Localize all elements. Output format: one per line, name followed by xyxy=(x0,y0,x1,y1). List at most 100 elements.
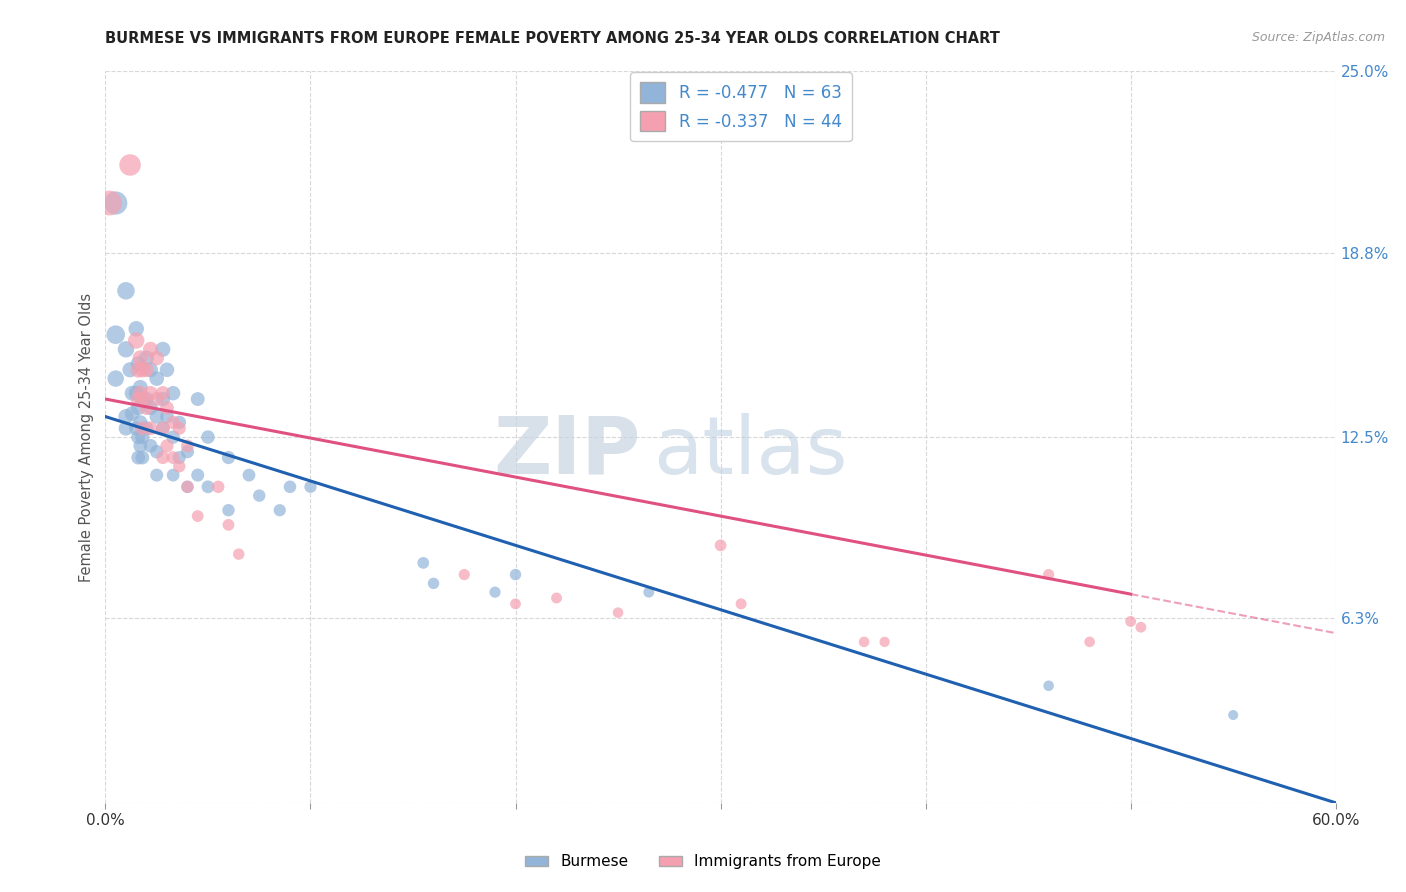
Point xyxy=(139,386,162,401)
Point xyxy=(1222,708,1244,723)
Point xyxy=(152,386,174,401)
Point xyxy=(115,409,138,424)
Point xyxy=(730,597,752,611)
Point xyxy=(187,392,209,406)
Point xyxy=(162,468,184,483)
Point xyxy=(176,480,198,494)
Point xyxy=(135,363,157,377)
Point xyxy=(120,158,141,172)
Point xyxy=(152,421,174,435)
Point xyxy=(162,450,184,465)
Point xyxy=(135,351,157,365)
Point xyxy=(145,409,167,424)
Point xyxy=(162,416,184,430)
Point xyxy=(453,567,475,582)
Point xyxy=(218,503,240,517)
Point xyxy=(139,343,162,357)
Point xyxy=(120,363,141,377)
Point xyxy=(139,421,162,435)
Point xyxy=(156,401,179,415)
Point xyxy=(121,386,143,401)
Point xyxy=(197,430,219,444)
Text: atlas: atlas xyxy=(652,413,848,491)
Point xyxy=(247,489,270,503)
Point xyxy=(115,284,138,298)
Point xyxy=(1078,635,1101,649)
Point xyxy=(127,363,149,377)
Point xyxy=(505,597,527,611)
Point xyxy=(139,363,162,377)
Text: Source: ZipAtlas.com: Source: ZipAtlas.com xyxy=(1251,31,1385,45)
Point xyxy=(125,421,148,435)
Point xyxy=(125,334,148,348)
Point xyxy=(169,459,191,474)
Y-axis label: Female Poverty Among 25-34 Year Olds: Female Poverty Among 25-34 Year Olds xyxy=(79,293,94,582)
Point xyxy=(152,421,174,435)
Point xyxy=(131,392,153,406)
Point xyxy=(129,439,152,453)
Point xyxy=(145,371,167,385)
Point xyxy=(145,444,167,458)
Point xyxy=(131,450,153,465)
Point xyxy=(1129,620,1152,634)
Point xyxy=(121,407,143,421)
Point xyxy=(104,196,127,211)
Point xyxy=(169,416,191,430)
Point xyxy=(1038,567,1060,582)
Point xyxy=(125,386,148,401)
Point xyxy=(546,591,568,605)
Point xyxy=(127,357,149,371)
Point xyxy=(127,450,149,465)
Point xyxy=(218,450,240,465)
Point xyxy=(129,380,152,394)
Point xyxy=(156,409,179,424)
Point xyxy=(238,468,260,483)
Point xyxy=(176,444,198,458)
Legend: R = -0.477   N = 63, R = -0.337   N = 44: R = -0.477 N = 63, R = -0.337 N = 44 xyxy=(630,72,852,141)
Point xyxy=(135,401,157,415)
Point xyxy=(131,363,153,377)
Point xyxy=(129,416,152,430)
Point xyxy=(127,392,149,406)
Point xyxy=(129,351,152,365)
Point xyxy=(710,538,733,552)
Point xyxy=(299,480,322,494)
Point xyxy=(125,322,148,336)
Point xyxy=(145,392,167,406)
Point xyxy=(115,421,138,435)
Point xyxy=(484,585,506,599)
Point xyxy=(104,371,127,385)
Point xyxy=(269,503,291,517)
Point xyxy=(135,392,157,406)
Legend: Burmese, Immigrants from Europe: Burmese, Immigrants from Europe xyxy=(519,848,887,875)
Point xyxy=(139,401,162,415)
Point xyxy=(422,576,444,591)
Point xyxy=(135,421,157,435)
Point xyxy=(131,392,153,406)
Point xyxy=(127,401,149,415)
Point xyxy=(176,439,198,453)
Point xyxy=(152,392,174,406)
Point xyxy=(278,480,301,494)
Point xyxy=(131,430,153,444)
Point xyxy=(228,547,250,561)
Point xyxy=(218,517,240,532)
Point xyxy=(853,635,876,649)
Point xyxy=(169,450,191,465)
Point xyxy=(152,450,174,465)
Point xyxy=(129,386,152,401)
Point xyxy=(873,635,896,649)
Point xyxy=(145,468,167,483)
Point xyxy=(207,480,229,494)
Point xyxy=(176,480,198,494)
Point xyxy=(1119,615,1142,629)
Point xyxy=(607,606,630,620)
Point xyxy=(162,386,184,401)
Point xyxy=(156,439,179,453)
Text: BURMESE VS IMMIGRANTS FROM EUROPE FEMALE POVERTY AMONG 25-34 YEAR OLDS CORRELATI: BURMESE VS IMMIGRANTS FROM EUROPE FEMALE… xyxy=(105,31,1000,46)
Point xyxy=(131,421,153,435)
Point xyxy=(127,430,149,444)
Point xyxy=(505,567,527,582)
Point xyxy=(139,439,162,453)
Point xyxy=(162,430,184,444)
